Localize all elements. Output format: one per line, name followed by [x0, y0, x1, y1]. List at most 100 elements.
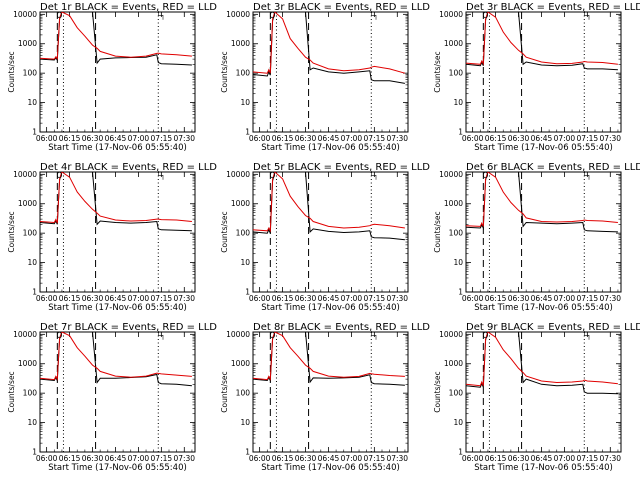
series-line-events — [466, 172, 618, 233]
y-tick-label: 1000 — [231, 359, 250, 368]
y-tick-label: 10000 — [226, 330, 250, 339]
x-tick-label: 06:30 — [295, 134, 317, 143]
x-tick-label: 07:15 — [364, 294, 386, 303]
x-tick-label: 06:15 — [272, 454, 294, 463]
x-axis-label: Start Time (17-Nov-06 05:55:40) — [474, 303, 613, 313]
corner-mark-circle: O — [269, 11, 275, 20]
chart-panel: Det 3r BLACK = Events, RED = LLD 1 10 100 10… — [433, 2, 640, 153]
y-tick-label: 1000 — [444, 359, 463, 368]
x-axis-label: Start Time (17-Nov-06 05:55:40) — [261, 143, 400, 153]
corner-mark-step: └┐ — [582, 170, 591, 180]
corner-mark-circle: O — [56, 171, 62, 180]
series-line-lld — [40, 332, 192, 381]
corner-mark-circle: O — [269, 171, 275, 180]
y-tick-label: 10 — [453, 98, 463, 107]
x-tick-label: 07:15 — [151, 134, 173, 143]
corner-mark-step: └┐ — [369, 330, 378, 340]
chart-panel: Det 5r BLACK = Events, RED = LLD 1 10 100 10… — [220, 162, 430, 313]
x-tick-label: 07:30 — [599, 454, 621, 463]
y-tick-label: 1000 — [231, 199, 250, 208]
corner-mark-step: └┐ — [369, 10, 378, 20]
x-tick-label: 06:00 — [249, 134, 271, 143]
x-tick-label: 06:45 — [531, 294, 553, 303]
y-tick-label: 100 — [23, 389, 38, 398]
x-tick-label: 06:45 — [105, 294, 127, 303]
x-tick-label: 07:30 — [599, 134, 621, 143]
x-tick-label: 06:45 — [318, 134, 340, 143]
x-tick-label: 07:00 — [128, 294, 150, 303]
y-tick-label: 100 — [236, 69, 251, 78]
x-tick-label: 06:45 — [318, 454, 340, 463]
corner-mark-step: └┐ — [156, 10, 165, 20]
chart-title: Det 5r BLACK = Events, RED = LLD — [253, 162, 430, 173]
x-tick-label: 06:30 — [82, 294, 104, 303]
x-tick-label: 06:00 — [462, 454, 484, 463]
y-tick-label: 100 — [449, 229, 464, 238]
x-tick-label: 07:15 — [151, 294, 173, 303]
y-tick-label: 1000 — [18, 199, 37, 208]
x-tick-label: 06:15 — [59, 134, 81, 143]
y-tick-label: 1000 — [444, 39, 463, 48]
y-axis-label: Counts/sec — [433, 51, 442, 92]
x-axis-label: Start Time (17-Nov-06 05:55:40) — [48, 463, 187, 473]
x-tick-label: 06:00 — [462, 294, 484, 303]
x-tick-label: 06:30 — [82, 134, 104, 143]
plot-frame — [465, 11, 622, 133]
x-tick-label: 06:45 — [531, 454, 553, 463]
series-line-events — [253, 12, 405, 84]
y-tick-label: 100 — [236, 229, 251, 238]
x-tick-label: 06:00 — [36, 294, 58, 303]
x-tick-label: 07:00 — [128, 134, 150, 143]
x-tick-label: 06:15 — [485, 454, 507, 463]
plot-frame — [465, 171, 622, 293]
y-tick-label: 10000 — [439, 10, 463, 19]
x-tick-label: 07:00 — [554, 294, 576, 303]
x-axis-label: Start Time (17-Nov-06 05:55:40) — [474, 463, 613, 473]
y-tick-label: 1 — [245, 128, 250, 137]
x-tick-label: 07:30 — [173, 134, 195, 143]
x-tick-label: 06:45 — [531, 134, 553, 143]
chart-title: Det 6r BLACK = Events, RED = LLD — [466, 162, 640, 173]
y-tick-label: 10000 — [439, 330, 463, 339]
chart-title: Det 1r BLACK = Events, RED = LLD — [40, 2, 217, 13]
y-tick-label: 10000 — [439, 170, 463, 179]
x-tick-label: 07:15 — [577, 294, 599, 303]
y-tick-label: 1 — [32, 288, 37, 297]
y-axis-label: Counts/sec — [220, 371, 229, 412]
series-line-events — [466, 12, 618, 71]
y-tick-label: 1000 — [18, 359, 37, 368]
series-line-lld — [466, 172, 618, 227]
chart-panel: Det 3r BLACK = Events, RED = LLD 1 10 100 10… — [220, 2, 430, 153]
y-tick-label: 100 — [23, 229, 38, 238]
plot-frame — [465, 331, 622, 453]
y-tick-label: 10000 — [13, 10, 37, 19]
chart-title: Det 3r BLACK = Events, RED = LLD — [466, 2, 640, 13]
x-tick-label: 07:15 — [151, 454, 173, 463]
x-tick-label: 06:15 — [272, 294, 294, 303]
x-tick-label: 07:00 — [341, 294, 363, 303]
corner-mark-step: └┐ — [156, 170, 165, 180]
chart-panel: Det 8r BLACK = Events, RED = LLD 1 10 100 10… — [220, 322, 430, 473]
y-tick-label: 10000 — [13, 170, 37, 179]
x-tick-label: 06:00 — [249, 294, 271, 303]
x-tick-label: 06:45 — [105, 134, 127, 143]
y-axis-label: Counts/sec — [7, 211, 16, 252]
corner-mark-step: └┐ — [582, 330, 591, 340]
y-tick-label: 1000 — [444, 199, 463, 208]
y-tick-label: 100 — [23, 69, 38, 78]
y-tick-label: 1000 — [18, 39, 37, 48]
x-tick-label: 07:30 — [386, 454, 408, 463]
y-tick-label: 1 — [32, 128, 37, 137]
x-tick-label: 06:30 — [508, 134, 530, 143]
x-tick-label: 07:15 — [577, 134, 599, 143]
y-tick-label: 10 — [27, 98, 37, 107]
chart-title: Det 3r BLACK = Events, RED = LLD — [253, 2, 430, 13]
x-tick-label: 07:00 — [128, 454, 150, 463]
chart-panel: Det 7r BLACK = Events, RED = LLD 1 10 100 10… — [7, 322, 217, 473]
x-axis-label: Start Time (17-Nov-06 05:55:40) — [261, 463, 400, 473]
x-tick-label: 06:00 — [249, 454, 271, 463]
chart-panel: Det 4r BLACK = Events, RED = LLD 1 10 100 10… — [7, 162, 217, 313]
corner-mark-step: └┐ — [156, 330, 165, 340]
x-tick-label: 06:45 — [318, 294, 340, 303]
